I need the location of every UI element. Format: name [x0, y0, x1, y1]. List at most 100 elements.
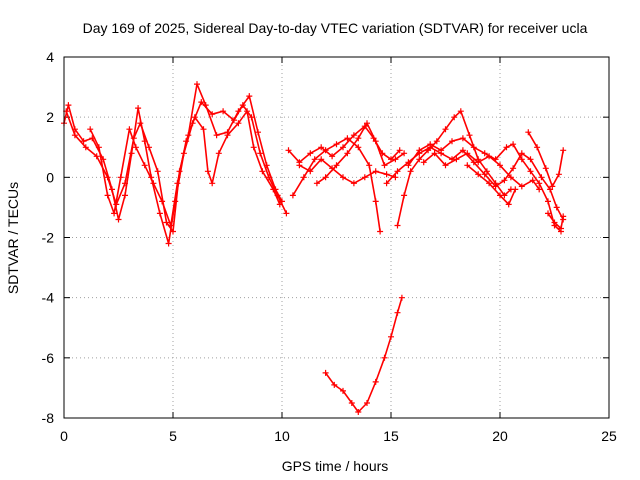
data-point [350, 180, 357, 187]
data-point [126, 126, 133, 133]
data-point [137, 120, 144, 127]
data-point [475, 171, 482, 178]
y-tick-label: 4 [46, 49, 54, 65]
data-point [372, 378, 379, 385]
data-point [224, 132, 231, 139]
data-point [459, 135, 466, 142]
x-axis-label: GPS time / hours [282, 458, 389, 474]
data-point [464, 162, 471, 169]
data-point [442, 126, 449, 133]
data-point [545, 210, 551, 217]
data-point [364, 120, 370, 127]
data-point [525, 129, 532, 136]
data-point [270, 186, 277, 193]
data-point [466, 132, 473, 139]
data-point [364, 400, 370, 406]
data-point [453, 156, 460, 163]
data-point [407, 168, 414, 175]
data-point [276, 201, 283, 208]
data-point [361, 174, 368, 181]
data-point [117, 174, 124, 181]
data-series [61, 81, 567, 415]
data-point [220, 108, 227, 115]
y-tick-label: 2 [46, 109, 54, 125]
data-point [481, 171, 488, 178]
data-point [163, 219, 170, 226]
y-tick-label: 0 [46, 169, 54, 185]
data-point [331, 381, 338, 388]
data-point [313, 180, 320, 187]
data-point [560, 147, 567, 154]
data-point [381, 354, 388, 361]
data-point [80, 138, 87, 145]
data-point [318, 144, 325, 151]
series-track-14 [525, 129, 567, 190]
data-point [246, 93, 253, 100]
data-point [372, 138, 379, 145]
data-point [401, 192, 408, 199]
data-point [366, 162, 373, 169]
data-point [141, 162, 148, 169]
data-point [340, 387, 346, 394]
data-point [510, 141, 517, 148]
data-point [536, 186, 543, 193]
series-track-7 [313, 120, 408, 187]
data-point [486, 180, 493, 187]
data-point [307, 168, 314, 175]
data-point [512, 186, 519, 193]
data-point [209, 180, 216, 187]
series-track-6 [296, 156, 399, 187]
data-point [405, 162, 412, 169]
data-point [202, 102, 209, 109]
data-point [95, 144, 102, 151]
data-point [322, 174, 329, 181]
series-line [547, 212, 565, 230]
data-point [372, 198, 379, 205]
data-point [355, 144, 362, 151]
data-point [355, 135, 362, 142]
data-point [165, 240, 172, 247]
data-point [154, 168, 161, 175]
data-point [329, 153, 336, 160]
data-point [457, 108, 464, 115]
data-point [194, 81, 200, 88]
y-tick-label: -6 [42, 350, 55, 366]
data-point [551, 219, 558, 226]
data-point [392, 174, 399, 181]
data-point [416, 147, 423, 154]
data-point [416, 156, 423, 163]
data-point [191, 114, 198, 121]
data-point [71, 132, 78, 139]
data-point [204, 168, 211, 175]
data-point [344, 150, 351, 157]
data-point [104, 174, 111, 181]
data-point [381, 162, 388, 169]
data-point [510, 165, 517, 172]
data-point [558, 225, 564, 232]
data-point [244, 108, 251, 115]
data-point [65, 102, 72, 109]
data-point [451, 114, 458, 121]
data-point [283, 210, 290, 217]
y-tick-label: -8 [42, 410, 55, 426]
data-point [560, 213, 567, 220]
series-line [298, 158, 397, 185]
data-point [111, 210, 118, 217]
series-track-13 [464, 162, 519, 208]
data-point [394, 309, 401, 316]
data-point [150, 180, 157, 187]
data-point [122, 192, 128, 199]
series-track-3 [87, 108, 283, 229]
y-tick-label: -4 [42, 290, 55, 306]
data-point [518, 150, 525, 157]
x-tick-label: 20 [492, 428, 508, 444]
data-point [553, 204, 560, 211]
series-track-8 [322, 294, 405, 415]
data-point [257, 150, 264, 157]
data-point [536, 180, 543, 187]
series-line [527, 131, 565, 188]
data-point [235, 120, 242, 127]
data-point [392, 156, 399, 163]
data-point [459, 147, 466, 154]
data-point [348, 400, 355, 406]
